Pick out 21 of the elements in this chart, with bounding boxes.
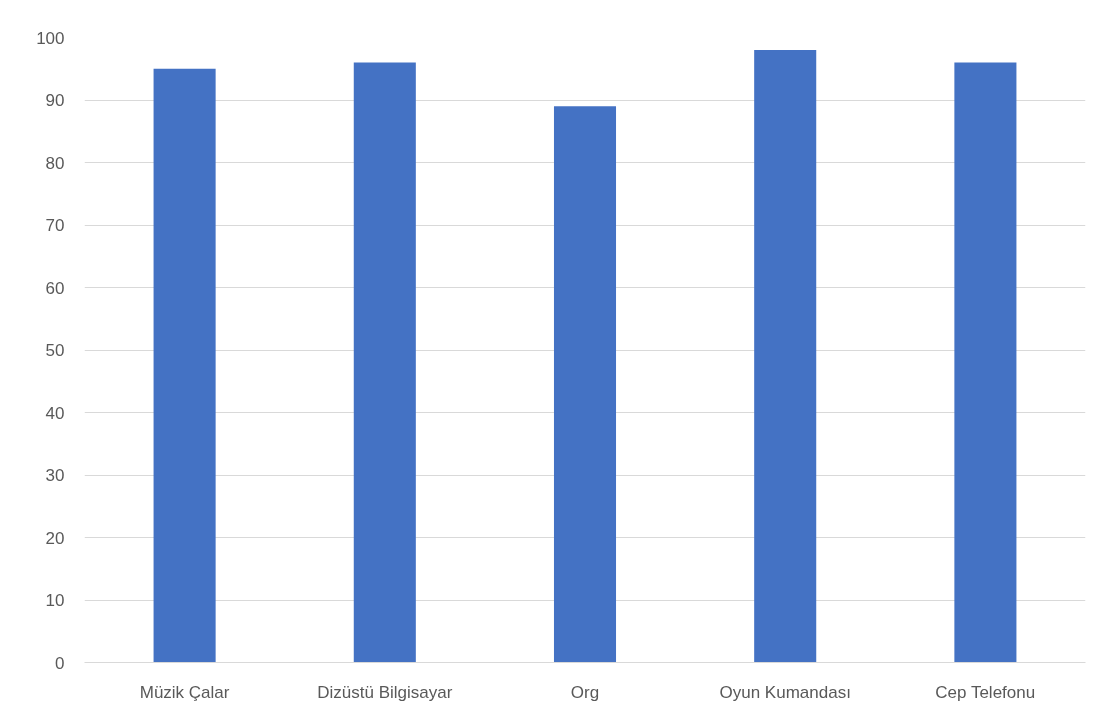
bar (153, 68, 216, 663)
y-tick-label: 40 (45, 403, 65, 423)
bar (954, 62, 1017, 663)
y-tick-label: 60 (45, 278, 65, 298)
y-tick-label: 20 (45, 528, 65, 548)
y-tick-label: 100 (36, 28, 65, 48)
x-tick-label: Org (570, 682, 600, 702)
y-tick-label: 80 (45, 153, 65, 173)
bar (553, 106, 617, 663)
x-tick-label: Dizüstü Bilgisayar (317, 682, 453, 702)
y-tick-label: 50 (45, 341, 65, 360)
y-tick-label: 30 (45, 466, 65, 485)
x-tick-label: Oyun Kumandası (719, 682, 851, 702)
y-tick-label: 0 (55, 653, 65, 673)
y-tick-label: 10 (45, 591, 65, 610)
bar (353, 62, 416, 663)
x-tick-label: Müzik Çalar (139, 682, 230, 702)
y-tick-label: 70 (45, 216, 65, 235)
y-tick-label: 90 (45, 91, 65, 110)
bar (754, 50, 817, 663)
x-tick-label: Cep Telefonu (935, 682, 1036, 702)
